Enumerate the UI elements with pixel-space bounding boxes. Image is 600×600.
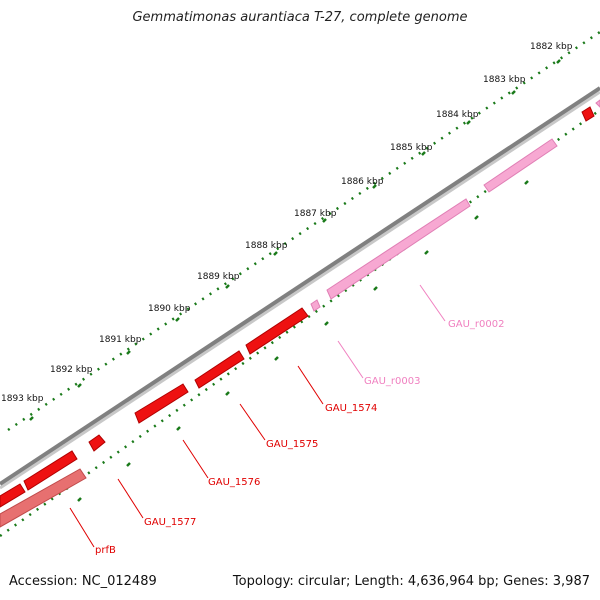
gene-red-top-right[interactable]: [581, 106, 595, 122]
accession-text: Accession: NC_012489: [9, 574, 157, 589]
genome-backbone: [0, 86, 600, 486]
inner-major-ticks: [77, 180, 529, 502]
gene-pink-top[interactable]: [483, 138, 558, 193]
gene-label-gau-1577[interactable]: GAU_1577: [144, 517, 196, 528]
gene-features: [0, 99, 600, 528]
gene-label-gau-r0003[interactable]: GAU_r0003: [364, 376, 420, 387]
gene-red-left-2[interactable]: [0, 483, 26, 508]
ruler-major-ticks: [29, 59, 561, 421]
ruler-label: 1884 kbp: [436, 110, 479, 120]
ruler-label: 1886 kbp: [341, 177, 384, 187]
gene-red-left-1[interactable]: [23, 450, 78, 491]
gene-label-gau-1575[interactable]: GAU_1575: [266, 439, 318, 450]
ruler-label: 1893 kbp: [1, 394, 44, 404]
gene-gau-r0002[interactable]: [326, 198, 471, 300]
gene-label-gau-1576[interactable]: GAU_1576: [208, 477, 260, 488]
outer-ruler-dots: [7, 30, 600, 432]
ruler-label: 1890 kbp: [148, 304, 191, 314]
gene-gau-1577[interactable]: [88, 434, 106, 452]
gene-labels: GAU_r0002 GAU_r0003 GAU_1574 GAU_1575 GA…: [95, 319, 504, 556]
ruler-label: 1891 kbp: [99, 335, 142, 345]
ruler-label: 1887 kbp: [294, 209, 337, 219]
gene-gau-r0003[interactable]: [310, 299, 321, 312]
ruler-label: 1885 kbp: [390, 143, 433, 153]
gene-label-prfb[interactable]: prfB: [95, 545, 116, 556]
ruler-label: 1882 kbp: [530, 42, 573, 52]
ruler-label: 1888 kbp: [245, 241, 288, 251]
gene-label-gau-r0002[interactable]: GAU_r0002: [448, 319, 504, 330]
gene-gau-1575[interactable]: [194, 350, 245, 389]
gene-label-gau-1574[interactable]: GAU_1574: [325, 403, 377, 414]
gene-gau-1574[interactable]: [245, 307, 309, 355]
ruler-label: 1883 kbp: [483, 75, 526, 85]
gene-pink-top-right[interactable]: [595, 99, 600, 108]
gene-gau-1576[interactable]: [134, 383, 189, 424]
genome-backbone-shadow: [0, 90, 600, 490]
genome-summary-text: Topology: circular; Length: 4,636,964 bp…: [232, 574, 590, 589]
ruler-label: 1889 kbp: [197, 272, 240, 282]
leader-lines: [69, 284, 446, 548]
ruler-label: 1892 kbp: [50, 365, 93, 375]
map-title: Gemmatimonas aurantiaca T-27, complete g…: [132, 10, 468, 25]
ruler-labels: 1882 kbp 1883 kbp 1884 kbp 1885 kbp 1886…: [1, 42, 573, 404]
gene-prfb[interactable]: [0, 468, 87, 528]
